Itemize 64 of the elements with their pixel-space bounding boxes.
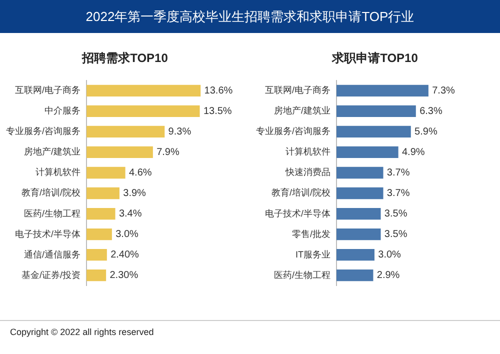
y-tick-label: 电子技术/半导体	[264, 208, 330, 218]
y-tick-label: 专业服务/咨询服务	[6, 126, 80, 136]
bar	[336, 146, 398, 158]
y-tick-label: 互联网/电子商务	[14, 85, 80, 96]
bar	[336, 248, 374, 261]
bar	[86, 208, 116, 220]
data-label: 7.3%	[432, 85, 456, 96]
data-label: 6.3%	[420, 106, 442, 117]
bar	[86, 166, 126, 179]
data-label: 3.0%	[378, 250, 402, 261]
data-label: 2.40%	[110, 250, 140, 261]
y-tick-label: 快速消费品	[284, 167, 330, 178]
bar	[336, 187, 384, 200]
chart-title: 求职申请TOP10	[330, 50, 419, 67]
data-label: 13.6%	[204, 85, 233, 96]
data-label: 5.9%	[414, 126, 438, 138]
bar	[336, 270, 374, 282]
data-label: 2.9%	[376, 270, 400, 282]
bar	[86, 105, 200, 118]
bar	[336, 105, 416, 118]
data-label: 9.3%	[168, 126, 192, 138]
data-label: 3.7%	[386, 167, 410, 178]
y-tick-label: 计算机软件	[36, 167, 80, 178]
text: 2022年第一季度高校毕业生招聘需求和求职申请TOP行业	[0, 0, 500, 33]
y-tick-label: 零售/批发	[292, 228, 330, 239]
data-label: 3.0%	[116, 229, 138, 240]
bar	[336, 166, 384, 179]
data-label: 7.9%	[156, 146, 180, 158]
data-label: 2.30%	[110, 270, 138, 282]
data-label: 3.9%	[123, 188, 146, 200]
y-tick-label: IT服务业	[296, 249, 330, 260]
y-tick-label: 房地产/建筑业	[24, 146, 80, 157]
y-tick-label: 医药/生物工程	[274, 270, 330, 280]
data-label: 3.7%	[386, 188, 410, 200]
y-tick-label: 教育/培训/院校	[271, 188, 330, 198]
data-label: 4.6%	[128, 167, 152, 178]
y-tick-label: 互联网/电子商务	[264, 85, 330, 96]
y-tick-label: 计算机软件	[286, 146, 330, 157]
bar	[86, 187, 120, 200]
data-label: 13.5%	[203, 106, 232, 117]
bar	[86, 126, 165, 138]
bar	[86, 146, 153, 158]
bar	[86, 84, 201, 96]
text: Copyright © 2022 all rights reserved	[0, 321, 500, 343]
y-tick-label: 通信/通信服务	[24, 249, 80, 260]
data-label: 3.5%	[384, 229, 408, 240]
y-tick-label: 基金/证券/投资	[21, 270, 80, 280]
data-label: 3.4%	[118, 208, 142, 220]
bar	[336, 126, 411, 138]
y-tick-label: 专业服务/咨询服务	[256, 126, 330, 136]
y-tick-label: 医药/生物工程	[24, 208, 80, 218]
bar	[86, 248, 107, 261]
bar	[336, 228, 381, 240]
chart-title: 招聘需求TOP10	[80, 50, 169, 67]
bar	[86, 228, 112, 240]
bar	[86, 270, 106, 282]
y-tick-label: 中介服务	[44, 106, 80, 116]
bar	[336, 208, 381, 220]
data-label: 3.5%	[384, 208, 408, 220]
y-tick-label: 房地产/建筑业	[274, 106, 330, 116]
data-label: 4.9%	[402, 146, 425, 158]
y-tick-label: 电子技术/半导体	[14, 228, 80, 239]
y-tick-label: 教育/培训/院校	[21, 188, 80, 198]
bar	[336, 84, 428, 96]
